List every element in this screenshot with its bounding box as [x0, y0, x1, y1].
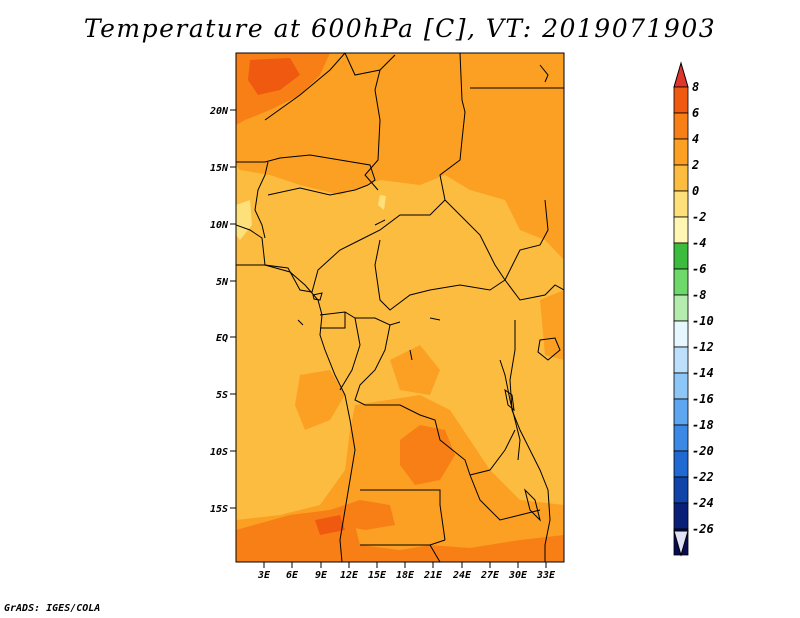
legend-label: 6 — [692, 106, 699, 120]
color-bar-box — [673, 476, 689, 504]
legend-label: -10 — [692, 314, 714, 328]
lon-label: 21E — [423, 570, 443, 581]
lat-label: 5N — [216, 277, 229, 288]
legend-label: -6 — [692, 262, 706, 276]
lon-label: 15E — [368, 570, 387, 581]
lon-label: 18E — [396, 570, 415, 581]
lon-label: 3E — [257, 570, 271, 581]
latitude-labels: 20N 15N 10N 5N EQ 5S 10S 15S — [209, 106, 229, 515]
lon-label: 24E — [452, 570, 472, 581]
map-frame — [235, 52, 565, 563]
legend-label: -4 — [692, 236, 706, 250]
lon-label: 12E — [340, 570, 359, 581]
color-bar-box — [673, 320, 689, 348]
lat-label: EQ — [216, 333, 228, 344]
color-bar-box — [673, 86, 689, 114]
legend-label: 4 — [692, 132, 699, 146]
grads-credit: GrADS: IGES/COLA — [4, 603, 101, 614]
legend-label: -8 — [692, 288, 706, 302]
color-bar-box — [673, 502, 689, 530]
legend-label: -12 — [692, 340, 714, 354]
color-bar-bottom-triangle — [673, 530, 689, 557]
lon-label: 33E — [536, 570, 556, 581]
color-bar-top-triangle — [673, 61, 689, 88]
color-bar-box — [673, 138, 689, 166]
lat-label: 10N — [210, 220, 229, 231]
lat-label: 15S — [210, 504, 228, 515]
longitude-ticks — [263, 562, 547, 568]
legend-label: -24 — [692, 496, 714, 510]
lon-label: 6E — [286, 570, 299, 581]
color-bar-box — [673, 346, 689, 374]
legend-label: 8 — [692, 80, 699, 94]
legend-label: 0 — [692, 184, 699, 198]
color-bar-box — [673, 216, 689, 244]
lon-label: 9E — [315, 570, 328, 581]
color-bar-box — [673, 294, 689, 322]
longitude-labels: 3E 6E 9E 12E 15E 18E 21E 24E 27E 30E 33E — [257, 570, 556, 581]
legend-label: -16 — [692, 392, 714, 406]
legend-label: 2 — [691, 158, 699, 172]
legend-label: -18 — [692, 418, 714, 432]
lon-label: 30E — [508, 570, 528, 581]
color-bar-box — [673, 112, 689, 140]
lat-label: 10S — [210, 447, 228, 458]
legend-label: -22 — [692, 470, 714, 484]
latitude-ticks — [230, 109, 236, 509]
color-bar-box — [673, 372, 689, 400]
lon-label: 27E — [480, 570, 500, 581]
temperature-field — [236, 53, 564, 562]
color-bar-legend: 8 6 4 2 0 -2 -4 -6 -8 -10 -12 -14 -16 -1… — [673, 61, 714, 557]
legend-label: -14 — [692, 366, 714, 380]
color-bar-box — [673, 268, 689, 296]
lat-label: 15N — [210, 163, 229, 174]
country-borders — [236, 53, 564, 562]
color-bar-box — [673, 164, 689, 192]
legend-label: -20 — [692, 444, 714, 458]
color-bar-box — [673, 450, 689, 478]
color-bar-box — [673, 424, 689, 452]
color-bar-box — [673, 190, 689, 218]
legend-label: -2 — [692, 210, 706, 224]
map-title: Temperature at 600hPa [C], VT: 201907190… — [83, 14, 717, 43]
color-bar-box — [673, 398, 689, 426]
lat-label: 5S — [216, 390, 228, 401]
lat-label: 20N — [209, 106, 229, 117]
color-bar-box — [673, 242, 689, 270]
legend-label: -26 — [692, 522, 714, 536]
